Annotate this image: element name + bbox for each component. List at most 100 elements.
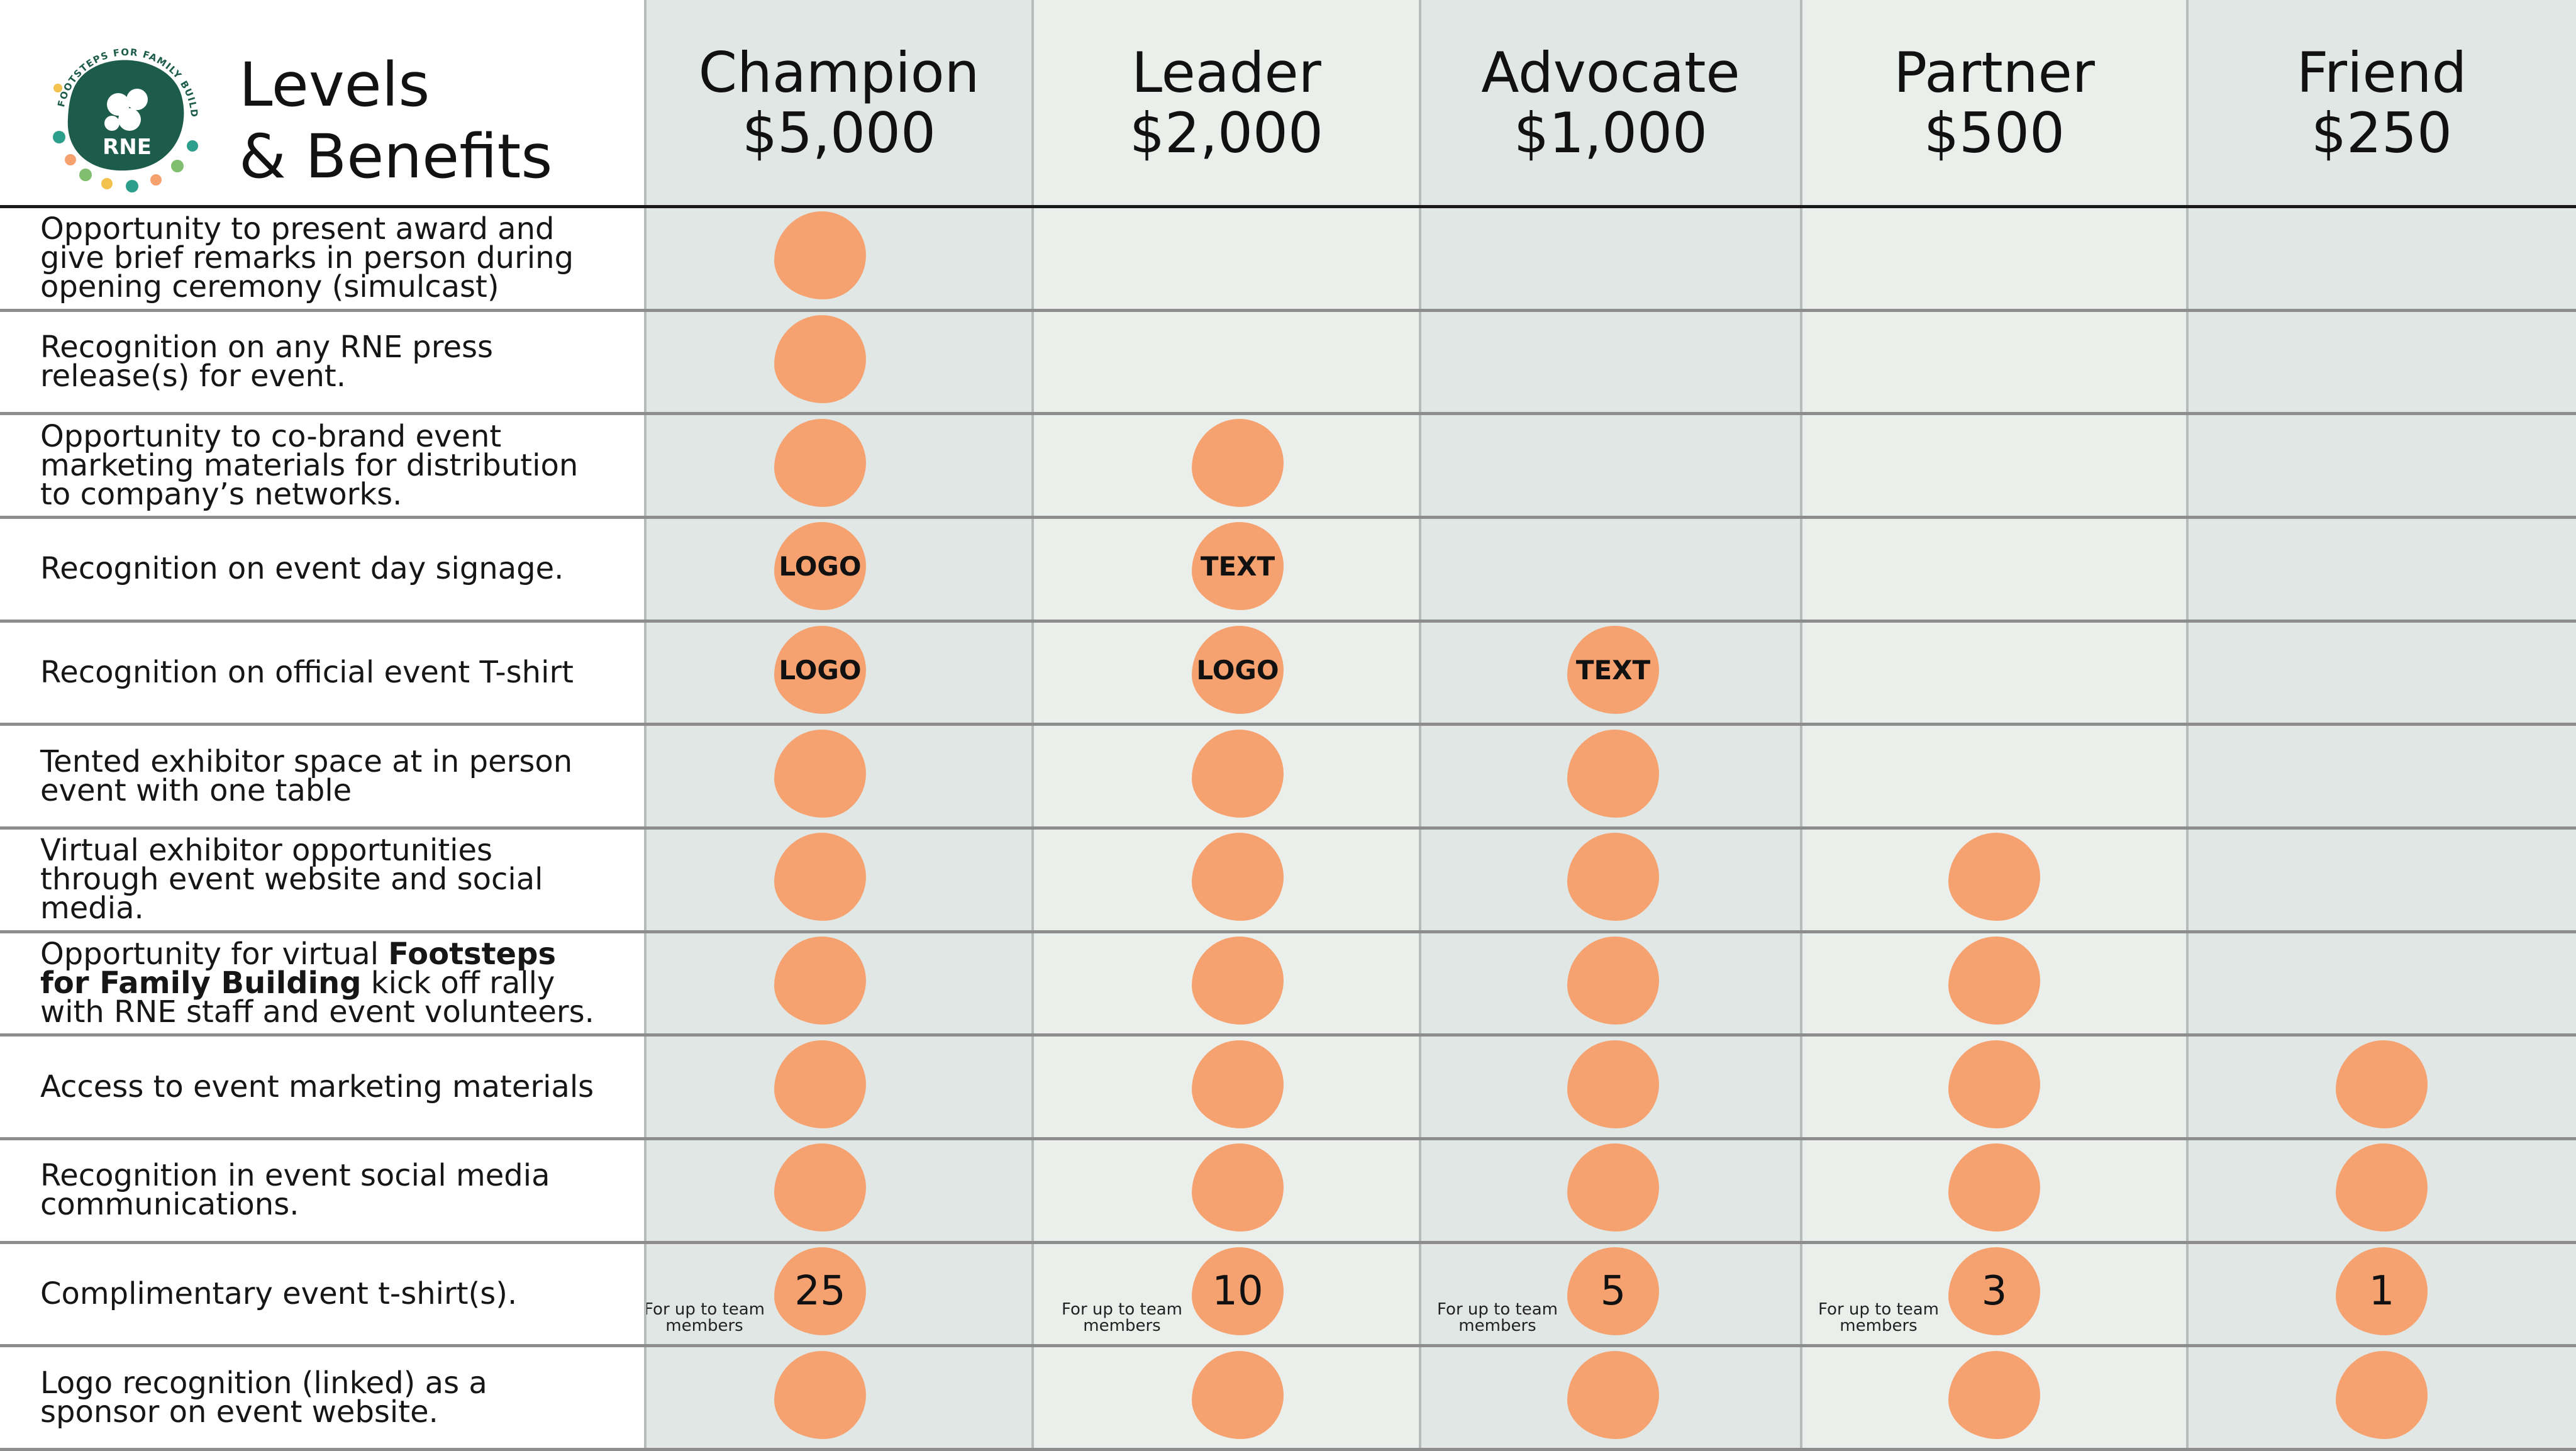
level-name: Advocate [1481, 40, 1740, 105]
benefit-included-marker: LOGO [774, 522, 866, 611]
benefit-included-marker [1192, 1040, 1284, 1128]
level-amount: $2,000 [1130, 101, 1323, 165]
benefit-label-text: Opportunity for virtual [40, 937, 389, 972]
title-line-2: & Benefits [239, 121, 553, 192]
row-divider [0, 412, 2576, 416]
benefit-included-marker: 25 [774, 1247, 866, 1336]
benefit-included-marker [1948, 1143, 2040, 1232]
benefit-label-cell: Recognition on official event T-shirt [0, 620, 645, 725]
page-title: Levels & Benefits [239, 49, 552, 192]
benefit-included-marker [1948, 937, 2040, 1025]
benefit-included-marker [1948, 1350, 2040, 1439]
benefit-included-marker [1567, 729, 1659, 818]
benefit-included-marker [1567, 937, 1659, 1025]
benefit-included-marker: 1 [2336, 1247, 2428, 1336]
row-divider [0, 1137, 2576, 1141]
benefit-label-cell: Tented exhibitor space at in person even… [0, 724, 645, 828]
benefit-included-marker [1192, 729, 1284, 818]
benefit-included-marker [1192, 937, 1284, 1025]
benefit-included-marker: 3 [1948, 1247, 2040, 1336]
benefit-label-cell: Opportunity for virtual Footsteps for Fa… [0, 931, 645, 1035]
benefit-label: Recognition on any RNE press release(s) … [40, 329, 493, 394]
row-divider [0, 308, 2576, 312]
benefit-included-marker: 10 [1192, 1247, 1284, 1336]
benefit-label: Recognition on official event T-shirt [40, 655, 574, 690]
benefit-label-cell: Access to event marketing materials [0, 1035, 645, 1139]
benefit-included-marker: TEXT [1567, 626, 1659, 714]
benefit-included-marker [1567, 833, 1659, 921]
benefit-included-marker [774, 729, 866, 818]
row-divider [0, 619, 2576, 623]
benefit-included-marker: LOGO [774, 626, 866, 714]
benefit-included-marker [774, 1350, 866, 1439]
level-amount: $250 [2311, 101, 2452, 165]
benefit-label: Tented exhibitor space at in person even… [40, 743, 573, 808]
benefit-included-marker [1192, 833, 1284, 921]
level-header-advocate: Advocate $1,000 [1420, 0, 1801, 206]
level-amount: $500 [1924, 101, 2065, 165]
benefit-label-cell: Virtual exhibitor opportunities through … [0, 828, 645, 931]
level-header-leader: Leader $2,000 [1033, 0, 1420, 206]
benefit-label: Complimentary event t-shirt(s). [40, 1276, 518, 1312]
benefit-included-marker [1948, 833, 2040, 921]
team-members-note: For up to team members [1062, 1299, 1182, 1335]
benefit-label: Access to event marketing materials [40, 1069, 594, 1104]
benefit-label: Recognition in event social media commun… [40, 1158, 550, 1223]
benefit-included-marker: 5 [1567, 1247, 1659, 1336]
title-line-1: Levels [239, 50, 430, 120]
benefit-included-marker: TEXT [1192, 522, 1284, 611]
benefit-included-marker [1192, 1143, 1284, 1232]
row-divider [0, 1240, 2576, 1244]
level-name: Friend [2296, 40, 2467, 105]
level-amount: $5,000 [742, 101, 936, 165]
team-members-note: For up to team members [1437, 1299, 1558, 1335]
benefit-label-cell: Opportunity to co-brand event marketing … [0, 413, 645, 517]
row-divider [0, 930, 2576, 933]
benefit-included-marker [1192, 418, 1284, 507]
benefit-label-cell: Recognition in event social media commun… [0, 1138, 645, 1242]
benefit-included-marker [1192, 1350, 1284, 1439]
benefit-label-cell: Complimentary event t-shirt(s). [0, 1242, 645, 1346]
benefit-label: Opportunity for virtual Footsteps for Fa… [40, 937, 608, 1027]
benefit-label: Logo recognition (linked) as a sponsor o… [40, 1365, 487, 1430]
benefit-included-marker [2336, 1350, 2428, 1439]
row-divider [0, 1448, 2576, 1451]
benefit-label-cell: Recognition on event day signage. [0, 517, 645, 621]
benefit-included-marker [1567, 1040, 1659, 1128]
benefit-label: Recognition on event day signage. [40, 551, 564, 587]
row-divider [0, 723, 2576, 726]
level-header-partner: Partner $500 [1801, 0, 2187, 206]
benefit-label-emphasis: Footsteps for Family Building [40, 937, 557, 1001]
benefit-label: Virtual exhibitor opportunities through … [40, 833, 543, 926]
row-divider [0, 826, 2576, 830]
benefit-included-marker [2336, 1143, 2428, 1232]
row-divider [0, 205, 2576, 208]
benefit-label-cell: Opportunity to present award and give br… [0, 206, 645, 310]
benefit-included-marker: LOGO [1192, 626, 1284, 714]
benefit-included-marker [2336, 1040, 2428, 1128]
benefit-included-marker [774, 211, 866, 300]
benefit-label: Opportunity to co-brand event marketing … [40, 418, 579, 512]
benefit-included-marker [774, 315, 866, 403]
level-name: Leader [1131, 40, 1321, 105]
level-name: Partner [1894, 40, 2095, 105]
benefit-included-marker [1948, 1040, 2040, 1128]
benefit-included-marker [774, 1143, 866, 1232]
row-divider [0, 1344, 2576, 1348]
benefit-included-marker [774, 833, 866, 921]
level-header-friend: Friend $250 [2187, 0, 2576, 206]
row-divider [0, 1033, 2576, 1037]
level-name: Champion [698, 40, 980, 105]
benefit-included-marker [774, 937, 866, 1025]
level-amount: $1,000 [1514, 101, 1707, 165]
benefit-included-marker [774, 1040, 866, 1128]
team-members-note: For up to team members [644, 1299, 765, 1335]
benefit-included-marker [1567, 1143, 1659, 1232]
title-cell: FOOTSTEPS FOR FAMILY BUILDING RNE Levels… [0, 0, 645, 206]
benefit-included-marker [1567, 1350, 1659, 1439]
row-divider [0, 516, 2576, 519]
benefit-label-text: kick off rally with RNE staff and event … [40, 965, 594, 1030]
benefit-included-marker [774, 418, 866, 507]
benefit-label: Opportunity to present award and give br… [40, 211, 574, 305]
